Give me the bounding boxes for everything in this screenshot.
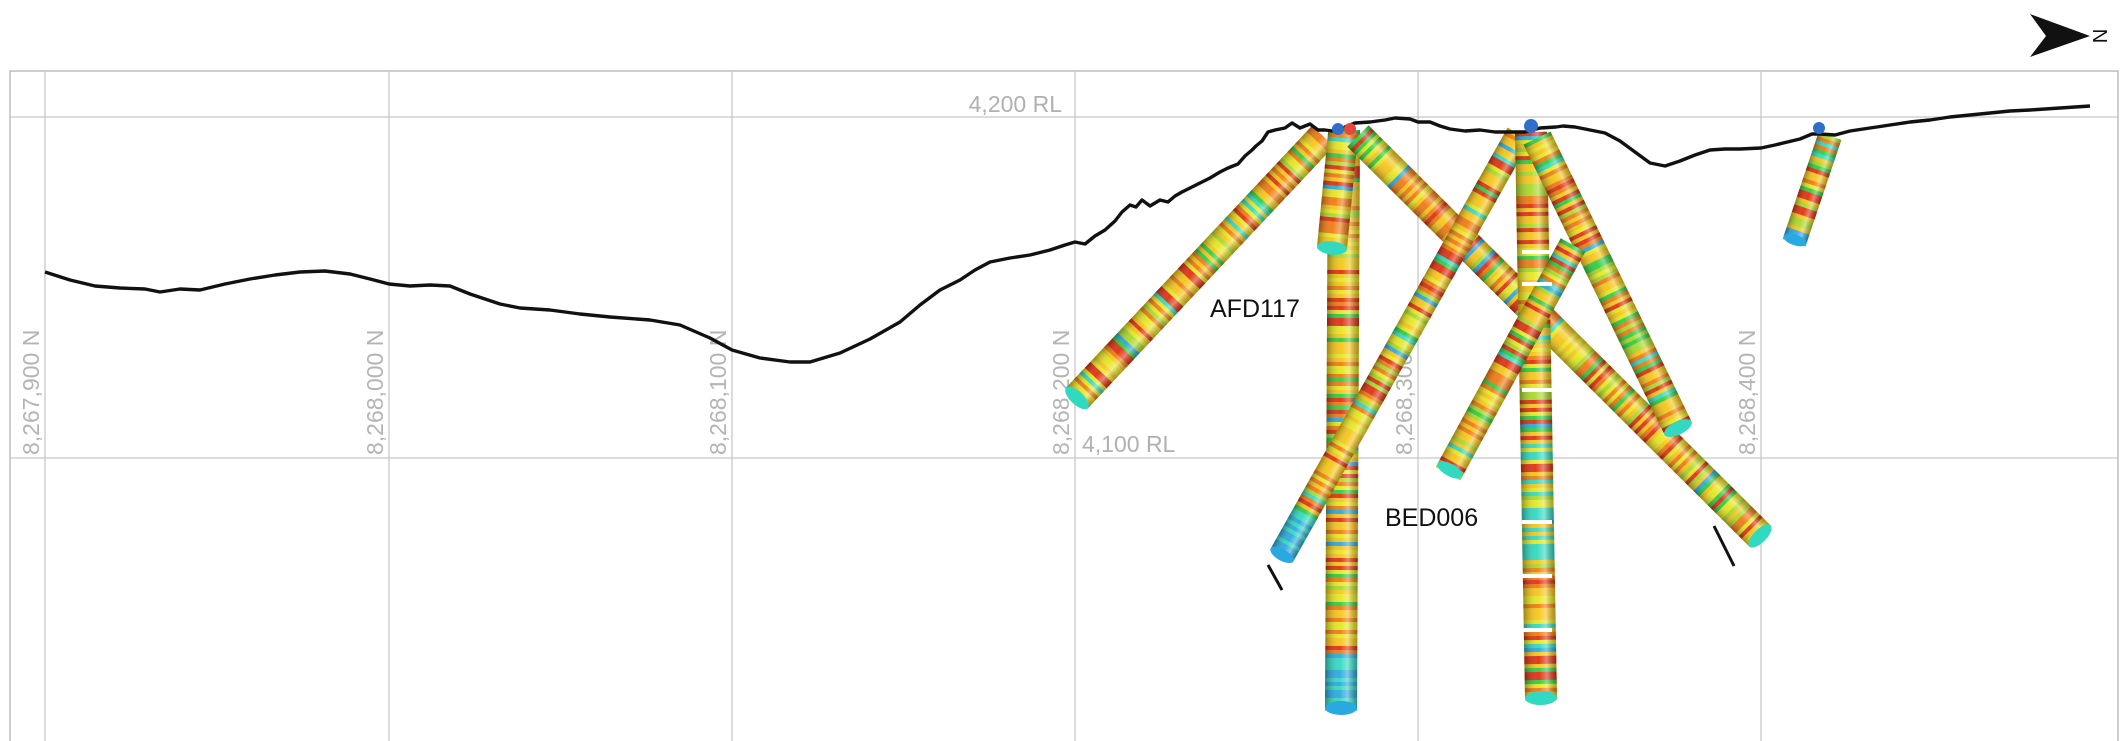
northing-label-8268400: 8,268,400 N [1734, 330, 1760, 455]
hole-shading [1515, 131, 1557, 699]
northing-label-8268000: 8,268,000 N [362, 330, 388, 455]
section-grid [9, 70, 2119, 741]
sample-gap [1522, 520, 1552, 524]
northing-label-8267900: 8,267,900 N [18, 330, 44, 455]
hole-end-cap [1783, 233, 1807, 247]
drill-hole [1782, 132, 1842, 247]
sample-gap [1522, 388, 1552, 392]
hole-shading [1783, 132, 1842, 244]
sample-gap [1522, 628, 1552, 632]
hole-shading [1270, 127, 1531, 562]
collar-marker [1524, 119, 1538, 133]
hole-shading [1325, 129, 1360, 709]
drill-holes [1065, 125, 1842, 715]
north-arrow-icon [2030, 14, 2090, 57]
hole-shading [1066, 125, 1334, 409]
collar-markers [1332, 119, 1825, 135]
topography-line [44, 104, 2091, 364]
sample-gap [1522, 282, 1552, 286]
hole-end-cap [1325, 700, 1357, 715]
sample-gap [1522, 574, 1552, 578]
rl-label-4100: 4,100 RL [1082, 431, 1176, 457]
hole-label-bed006: BED006 [1385, 504, 1478, 532]
drill-hole [1269, 127, 1531, 564]
drill-hole [1523, 131, 1693, 437]
hole-end-cap [1065, 386, 1089, 410]
collar-marker [1344, 123, 1356, 135]
hole-end-cap [1748, 524, 1772, 548]
hole-end-cap [1437, 461, 1463, 479]
hole-trace-tail [1266, 564, 1284, 591]
northing-label-8268100: 8,268,100 N [705, 330, 731, 455]
collar-marker [1332, 123, 1344, 135]
hole-traces [1266, 525, 1736, 591]
hole-shading [1437, 238, 1586, 477]
sample-gap [1522, 250, 1552, 254]
drill-hole [1316, 132, 1358, 255]
drill-hole [1065, 125, 1334, 410]
drill-hole [1515, 131, 1558, 706]
hole-shading [1523, 131, 1692, 435]
hole-trace-tail [1712, 525, 1736, 567]
north-arrow: N [2030, 14, 2110, 57]
hole-end-cap [1270, 546, 1294, 564]
hole-label-afd117: AFD117 [1210, 295, 1300, 323]
drill-hole [1435, 238, 1586, 481]
rl-label-4200: 4,200 RL [969, 91, 1063, 117]
hole-end-cap [1317, 241, 1347, 255]
north-arrow-label: N [2088, 29, 2110, 43]
collar-marker [1813, 122, 1825, 134]
hole-end-cap [1525, 691, 1557, 706]
hole-end-cap [1664, 419, 1692, 437]
hole-shading [1317, 132, 1358, 250]
grid-frame [9, 70, 2119, 741]
